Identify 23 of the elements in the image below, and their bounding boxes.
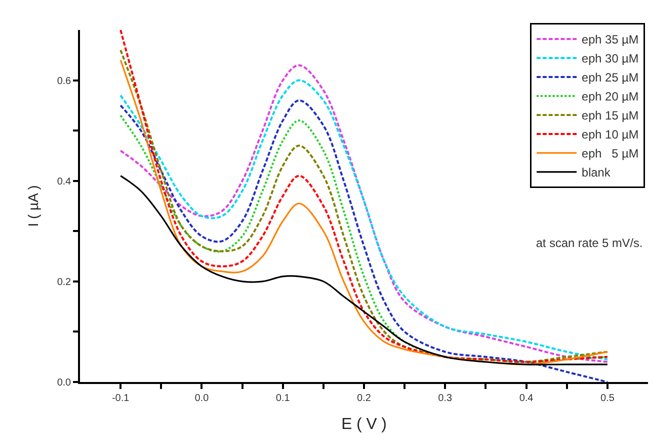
x-tick-label: 0.3	[438, 393, 453, 404]
line-series	[120, 175, 608, 366]
annotation: at scan rate 5 mV/s.	[536, 236, 643, 250]
legend-label: eph 30 µM	[582, 52, 639, 66]
legend-label: eph 15 µM	[582, 108, 639, 123]
x-tick-label: -0.1	[112, 393, 130, 404]
legend-label: blank	[582, 166, 612, 180]
y-tick-label: 0.6	[57, 76, 72, 87]
y-tick-label: 0.4	[57, 176, 72, 188]
legend-label: eph 20 µM	[582, 90, 639, 104]
y-tick-label: 0.2	[57, 276, 72, 288]
text: 0.0	[194, 393, 209, 404]
legend-label: eph 10 µM	[582, 128, 639, 142]
x-tick-label: 0.2	[357, 393, 372, 404]
legend-label: eph 5 µM	[582, 146, 639, 161]
y-axis-title: I ( µA )	[25, 185, 42, 227]
x-tick-label: 0.1	[276, 393, 290, 404]
y-tick-label: 0.0	[57, 378, 72, 388]
x-tick-label: 0.5	[600, 393, 615, 404]
x-axis-title: E ( V )	[341, 416, 387, 434]
x-tick-label: 0.4	[519, 393, 534, 404]
legend-label: eph 35 µM	[582, 32, 639, 47]
legend-label: eph 25 µM	[582, 70, 639, 85]
